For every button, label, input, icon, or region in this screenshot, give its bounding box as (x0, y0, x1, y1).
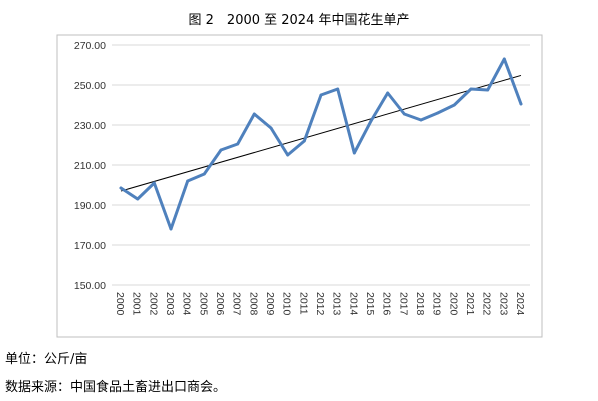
x-tick-label: 2018 (414, 292, 426, 316)
gridlines (112, 44, 530, 286)
data-point (252, 112, 256, 116)
x-tick-label: 2001 (131, 292, 143, 316)
data-point (186, 179, 190, 183)
chart-title: 图 2 2000 至 2024 年中国花生单产 (188, 13, 410, 28)
x-tick-label: 2019 (431, 292, 443, 316)
data-point (236, 142, 240, 146)
x-tick-label: 2017 (397, 292, 409, 316)
source-note: 数据来源：中国食品土畜进出口商会。 (5, 380, 227, 395)
data-point (136, 197, 140, 201)
data-point (419, 118, 423, 122)
data-point (452, 103, 456, 107)
x-tick-label: 2003 (164, 292, 176, 316)
x-tick-label: 2014 (347, 292, 359, 316)
data-point (352, 151, 356, 155)
data-point (486, 88, 490, 92)
x-tick-label: 2008 (247, 292, 259, 316)
x-tick-label: 2009 (264, 292, 276, 316)
x-tick-label: 2022 (481, 292, 493, 316)
data-point (469, 87, 473, 91)
x-tick-label: 2013 (331, 292, 343, 316)
x-tick-label: 2006 (214, 292, 226, 316)
line-chart: 150.00 170.00 190.00 210.00 230.00 250.00 270.… (56, 34, 543, 338)
x-tick-label: 2016 (381, 292, 393, 316)
y-axis-ticks: 150.00 170.00 190.00 210.00 230.00 250.00 270.… (74, 40, 106, 292)
x-tick-label: 2005 (197, 292, 209, 316)
unit-note: 单位：公斤/亩 (5, 352, 88, 367)
series-points (119, 57, 523, 231)
y-tick-label: 170.00 (74, 240, 106, 252)
x-tick-label: 2020 (447, 292, 459, 316)
y-tick-label: 250.00 (74, 80, 106, 92)
data-point (402, 112, 406, 116)
data-point (269, 126, 273, 130)
data-point (286, 153, 290, 157)
data-point (336, 87, 340, 91)
data-point (169, 227, 173, 231)
data-point (502, 57, 506, 61)
x-tick-label: 2002 (147, 292, 159, 316)
data-point (319, 93, 323, 97)
plot-frame (56, 34, 543, 338)
data-point (369, 119, 373, 123)
x-tick-label: 2004 (181, 292, 193, 316)
x-axis-ticks: 2000 2001 2002 2003 2004 2005 2006 2007 2008 2009… (114, 292, 526, 316)
x-tick-label: 2000 (114, 292, 126, 316)
y-tick-label: 150.00 (74, 280, 106, 292)
x-tick-label: 2011 (297, 292, 309, 315)
y-tick-label: 210.00 (74, 160, 106, 172)
data-point (519, 102, 523, 106)
x-tick-label: 2023 (497, 292, 509, 316)
x-tick-label: 2012 (314, 292, 326, 316)
data-point (202, 172, 206, 176)
y-tick-label: 230.00 (74, 120, 106, 132)
x-tick-label: 2015 (364, 292, 376, 316)
data-point (302, 139, 306, 143)
x-tick-label: 2010 (281, 292, 293, 316)
data-point (152, 181, 156, 185)
x-tick-label: 2007 (231, 292, 243, 316)
x-tick-label: 2021 (464, 292, 476, 316)
data-point (119, 186, 123, 190)
y-tick-label: 190.00 (74, 200, 106, 212)
data-point (219, 148, 223, 152)
data-point (386, 91, 390, 95)
trend-line (120, 74, 522, 192)
y-tick-label: 270.00 (74, 40, 106, 52)
x-tick-label: 2024 (514, 292, 526, 316)
data-point (436, 111, 440, 115)
